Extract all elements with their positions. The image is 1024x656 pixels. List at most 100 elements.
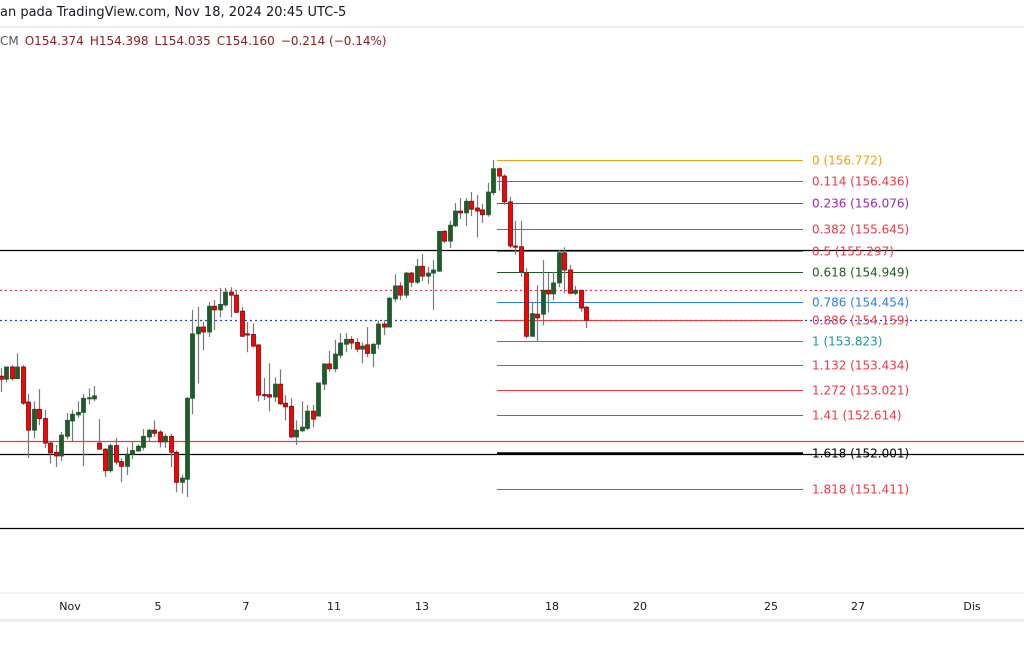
close-value: C154.160 <box>216 34 275 48</box>
candle-down <box>245 333 250 336</box>
fib-level-label: 0 (156.772) <box>812 154 882 168</box>
candle-down <box>508 201 513 247</box>
candle-up <box>108 445 113 472</box>
candle-down <box>327 363 332 370</box>
fib-level-label: 0.236 (156.076) <box>812 197 909 211</box>
time-tick-label: Nov <box>59 600 81 613</box>
chart-source-line: an pada TradingView.com, Nov 18, 2024 20… <box>0 5 347 20</box>
candle-down <box>584 306 589 321</box>
candle-down <box>458 210 463 214</box>
candle-down <box>502 175 507 203</box>
fib-level-label: 1.818 (151.411) <box>812 483 909 497</box>
fib-level-label: 0.786 (154.454) <box>812 296 909 310</box>
candle-down <box>535 313 540 319</box>
candle-down <box>0 375 4 380</box>
time-tick-label: 18 <box>545 600 559 613</box>
candle-up <box>59 434 64 457</box>
candle-up <box>404 272 409 296</box>
header-divider <box>0 26 1024 28</box>
fib-level-label: 0.5 (155.297) <box>812 245 894 259</box>
candle-up <box>371 343 376 354</box>
candle-down <box>152 429 157 434</box>
candle-down <box>365 344 370 354</box>
candle-down <box>240 310 245 337</box>
symbol-label: CM <box>0 34 19 48</box>
candle-up <box>185 397 190 480</box>
time-axis[interactable]: Nov 5 7 11 13 18 20 25 27 Dis <box>59 600 981 613</box>
candle-down <box>262 394 267 397</box>
candle-up <box>207 305 212 333</box>
low-value: L154.035 <box>154 34 211 48</box>
candle-up <box>316 382 321 417</box>
candle-down <box>409 272 414 283</box>
candle-down <box>256 344 261 396</box>
candle-down <box>420 265 425 277</box>
fib-level-label: 1.41 (152.614) <box>812 409 902 423</box>
candle-down <box>212 305 217 311</box>
candle-up <box>196 326 201 335</box>
ohlc-legend: CM O154.374 H154.398 L154.035 C154.160 −0.214… <box>0 34 393 48</box>
candle-down <box>349 338 354 344</box>
candle-down <box>382 323 387 328</box>
candle-down <box>546 289 551 295</box>
candle-down <box>278 383 283 405</box>
candle-down <box>43 418 48 444</box>
candle-up <box>87 397 92 400</box>
time-tick-label: Dis <box>963 600 981 613</box>
fibonacci-retracement[interactable]: 0 (156.772) 0.114 (156.436) 0.236 (156.076… <box>497 154 909 497</box>
bottom-divider <box>0 619 1024 622</box>
time-tick-label: 11 <box>327 600 341 613</box>
candle-down <box>497 168 502 177</box>
time-tick-label: 7 <box>243 600 250 613</box>
candle-down <box>174 451 179 483</box>
time-tick-label: 13 <box>415 600 429 613</box>
candle-down <box>158 431 163 443</box>
candle-up <box>541 289 546 315</box>
candle-down <box>519 246 524 273</box>
candle-down <box>54 451 59 457</box>
candle-up <box>218 303 223 311</box>
candle-down <box>289 405 294 438</box>
change-value: −0.214 (−0.14%) <box>280 34 387 48</box>
candle-down <box>114 445 119 463</box>
fib-level-label: 0.114 (156.436) <box>812 175 909 189</box>
candle-up <box>491 168 496 194</box>
candle-up <box>437 230 442 272</box>
high-value: H154.398 <box>89 34 149 48</box>
candle-down <box>229 291 234 296</box>
fib-level-label: 0.382 (155.645) <box>812 223 909 237</box>
candle-down <box>26 401 31 431</box>
candle-down <box>311 410 316 420</box>
open-value: O154.374 <box>24 34 84 48</box>
candle-down <box>480 209 485 216</box>
candle-down <box>251 334 256 347</box>
candle-up <box>273 383 278 398</box>
time-tick-label: 27 <box>851 600 865 613</box>
candle-down <box>169 435 174 453</box>
candle-up <box>344 338 349 345</box>
candle-up <box>338 342 343 356</box>
candle-down <box>201 326 206 333</box>
fib-level-label: 1.272 (153.021) <box>812 384 909 398</box>
candle-down <box>119 461 124 467</box>
candle-up <box>322 363 327 385</box>
candle-down <box>568 269 573 294</box>
candle-up <box>448 224 453 242</box>
candle-up <box>486 191 491 216</box>
candle-up <box>130 450 135 455</box>
candle-up <box>376 323 381 345</box>
candle-down <box>442 230 447 242</box>
fib-level-label: 0.618 (154.949) <box>812 266 909 280</box>
candle-up <box>393 285 398 300</box>
candle-up <box>305 410 310 429</box>
candle-up <box>453 210 458 227</box>
candle-up <box>141 435 146 448</box>
candle-up <box>426 272 431 277</box>
candle-up <box>4 366 9 380</box>
candle-up <box>431 269 436 274</box>
fib-level-label: 1.618 (152.001) <box>812 447 909 461</box>
candle-down <box>513 245 518 248</box>
candle-up <box>387 297 392 328</box>
candle-up <box>76 411 81 416</box>
